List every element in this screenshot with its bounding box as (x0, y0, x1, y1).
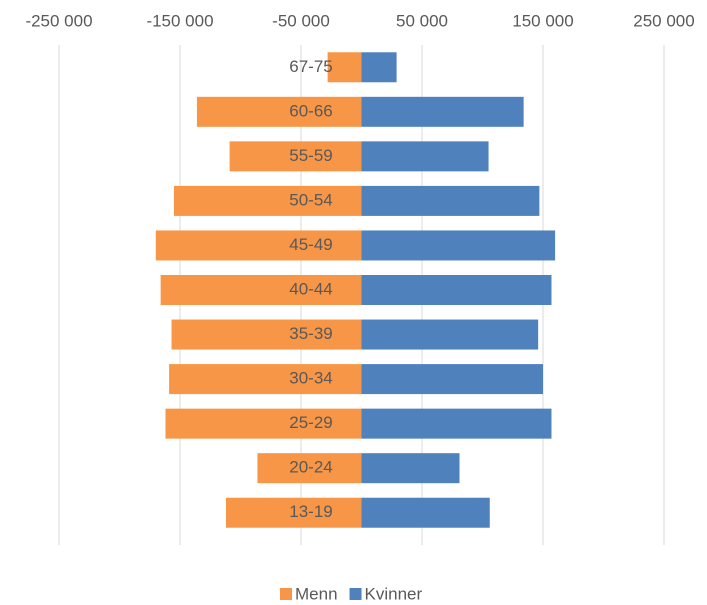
bar (171, 319, 362, 350)
category-label: 67-75 (289, 57, 332, 76)
category-label: 20-24 (289, 458, 332, 477)
category-label: 45-49 (289, 235, 332, 254)
x-tick-label: 250 000 (633, 11, 694, 30)
category-label: 35-39 (289, 324, 332, 343)
bar (361, 364, 543, 395)
category-label: 25-29 (289, 413, 332, 432)
x-tick-label: 50 000 (396, 11, 448, 30)
bar (225, 497, 362, 528)
bar (155, 230, 362, 261)
bar (229, 141, 362, 172)
x-tick-label: 150 000 (512, 11, 573, 30)
category-label: 60-66 (289, 101, 332, 120)
category-label: 50-54 (289, 190, 332, 209)
bar (361, 230, 556, 261)
legend-swatch (349, 588, 362, 600)
bar (361, 408, 552, 439)
bar (257, 453, 362, 484)
bar (173, 185, 362, 216)
bar (361, 141, 489, 172)
bar (361, 453, 460, 484)
legend-label: Kvinner (365, 584, 423, 603)
bar (169, 364, 362, 395)
x-tick-label: -50 000 (272, 11, 330, 30)
category-label: 13-19 (289, 502, 332, 521)
bar (160, 275, 362, 305)
bar (361, 185, 540, 216)
legend-swatch (280, 588, 292, 600)
category-label: 40-44 (289, 279, 332, 298)
bar (361, 96, 524, 127)
bar (361, 52, 397, 83)
x-tick-label: -250 000 (25, 11, 92, 30)
bar (196, 96, 362, 127)
bar (361, 275, 552, 305)
x-tick-label: -150 000 (146, 11, 213, 30)
bar (361, 497, 490, 528)
category-label: 30-34 (289, 369, 332, 388)
category-label: 55-59 (289, 146, 332, 165)
bar (361, 319, 539, 350)
bar (327, 52, 362, 83)
bar (165, 408, 362, 439)
legend-label: Menn (295, 584, 338, 603)
